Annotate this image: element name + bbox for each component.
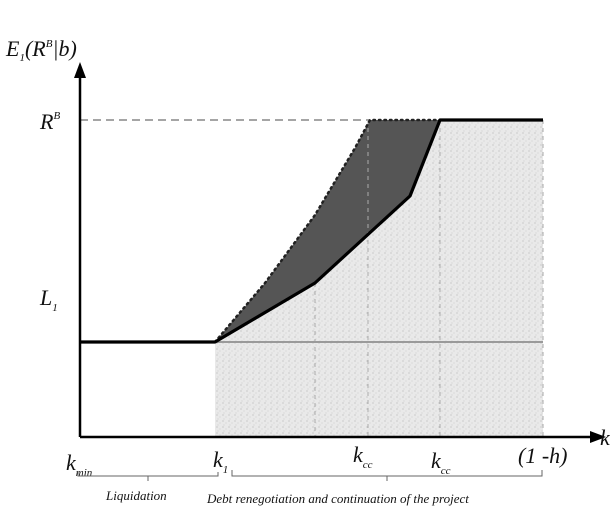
renegotiation-brace [231, 470, 543, 481]
kmin-tick-label: kmin [66, 450, 93, 479]
renegotiation-caption: Debt renegotiation and continuation of t… [206, 491, 469, 506]
l1-tick-label: L1 [39, 285, 58, 314]
one-minus-h-tick-label: (1 -h) [518, 443, 567, 468]
payoff-curve [80, 118, 543, 344]
x-axis-label: k [600, 425, 610, 450]
dark-region [215, 120, 440, 342]
liquidation-brace [77, 472, 219, 481]
y-axis-label: E1(RB|b) [5, 36, 77, 64]
k1-tick-label: k1 [213, 447, 228, 476]
kcc-tick-label-1: kcc [353, 442, 373, 471]
rb-tick-label: RB [39, 109, 60, 134]
dotted-upper-curve [213, 118, 442, 344]
liquidation-caption: Liquidation [105, 488, 167, 503]
kcc-tick-label-2: kcc [431, 448, 451, 477]
x-axis-arrow [590, 431, 606, 443]
y-axis-arrow [74, 62, 86, 78]
light-region [215, 120, 543, 437]
